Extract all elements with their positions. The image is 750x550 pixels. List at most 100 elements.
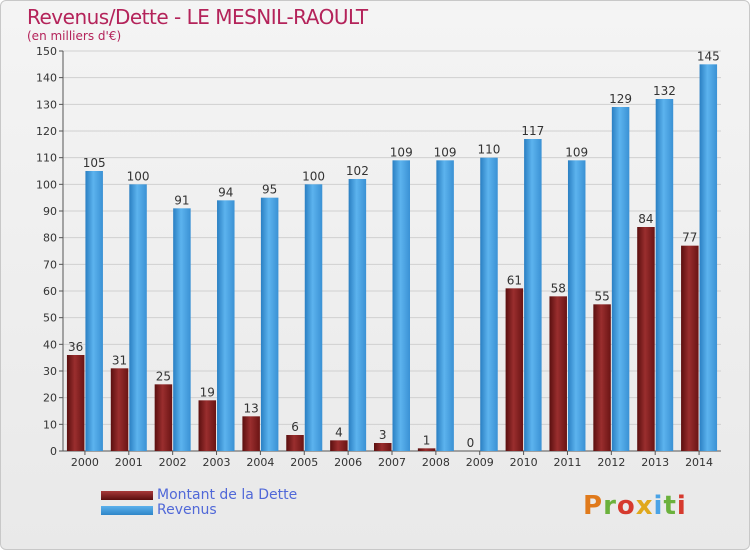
data-label-debt-2009: 0	[467, 436, 475, 450]
data-label-debt-2000: 36	[68, 340, 83, 354]
logo-letter: x	[635, 491, 654, 521]
x-tick-label: 2009	[466, 456, 494, 469]
x-tick-label: 2011	[553, 456, 581, 469]
bar-revenue-2003	[217, 200, 235, 451]
bars	[66, 64, 718, 452]
data-label-revenue-2001: 100	[127, 169, 150, 183]
data-label-revenue-2012: 129	[609, 92, 632, 106]
bar-debt-2005	[286, 435, 304, 451]
data-label-revenue-2008: 109	[434, 145, 457, 159]
y-tick-label: 40	[43, 338, 57, 351]
bar-revenue-2001	[129, 184, 147, 452]
x-tick-label: 2008	[422, 456, 450, 469]
bar-debt-2012	[593, 304, 611, 451]
proxiti-logo: Proxiti	[583, 491, 687, 521]
bar-debt-2002	[154, 384, 173, 451]
bar-debt-2013	[637, 227, 655, 451]
y-tick-label: 80	[43, 232, 57, 245]
logo-letter: i	[676, 491, 687, 521]
y-tick-label: 140	[36, 72, 57, 85]
legend-item-revenue: Revenus	[101, 503, 217, 517]
y-tick-label: 130	[36, 98, 57, 111]
x-tick-label: 2002	[159, 456, 187, 469]
data-label-debt-2007: 3	[379, 428, 387, 442]
y-tick-label: 70	[43, 258, 57, 271]
data-label-revenue-2002: 91	[174, 193, 189, 207]
data-label-debt-2005: 6	[291, 420, 299, 434]
bar-revenue-2002	[173, 208, 191, 451]
legend-swatch-debt	[101, 490, 153, 500]
bar-debt-2004	[242, 416, 260, 451]
data-label-revenue-2014: 145	[697, 49, 720, 63]
bar-debt-2011	[549, 296, 567, 451]
data-label-revenue-2013: 132	[653, 84, 676, 98]
data-label-debt-2014: 77	[682, 231, 697, 245]
y-tick-label: 10	[43, 418, 57, 431]
legend-label-debt: Montant de la Dette	[157, 487, 298, 503]
bar-revenue-2009	[480, 157, 498, 451]
bar-debt-2014	[681, 245, 699, 451]
chart-title: Revenus/Dette - LE MESNIL-RAOULT	[27, 5, 368, 29]
data-label-revenue-2005: 100	[302, 169, 325, 183]
x-tick-label: 2005	[290, 456, 318, 469]
data-label-revenue-2000: 105	[83, 156, 106, 170]
y-tick-label: 0	[50, 445, 57, 458]
bar-debt-2001	[110, 368, 129, 451]
logo-letter: i	[653, 491, 664, 521]
y-tick-label: 150	[36, 45, 57, 58]
logo-letter: t	[663, 491, 677, 521]
x-tick-label: 2000	[71, 456, 99, 469]
y-tick-label: 20	[43, 392, 57, 405]
data-label-revenue-2003: 94	[218, 185, 233, 199]
value-labels: 36 105 31 100 25 91 19 94 13 95 6 100 4 102 3 109 1 109 0 1…	[68, 49, 720, 450]
y-tick-label: 50	[43, 312, 57, 325]
data-label-debt-2002: 25	[156, 369, 171, 383]
x-tick-label: 2007	[378, 456, 406, 469]
x-tick-label: 2006	[334, 456, 362, 469]
data-label-debt-2008: 1	[423, 433, 431, 447]
data-label-revenue-2010: 117	[521, 124, 544, 138]
bar-revenue-2006	[348, 179, 367, 451]
data-label-debt-2013: 84	[638, 212, 653, 226]
logo-letter: o	[616, 491, 636, 521]
y-tick-label: 100	[36, 178, 57, 191]
data-label-debt-2004: 13	[244, 401, 259, 415]
y-tick-label: 110	[36, 152, 57, 165]
bar-debt-2003	[198, 400, 217, 451]
bar-revenue-2010	[524, 139, 542, 451]
x-tick-label: 2010	[510, 456, 538, 469]
y-tick-label: 30	[43, 365, 57, 378]
data-label-debt-2010: 61	[507, 273, 522, 287]
bar-debt-2008	[417, 448, 436, 451]
data-label-revenue-2006: 102	[346, 164, 369, 178]
data-label-debt-2011: 58	[551, 281, 566, 295]
legend-label-revenue: Revenus	[157, 502, 217, 518]
bar-revenue-2011	[567, 160, 586, 452]
data-label-revenue-2009: 110	[478, 143, 501, 157]
bar-revenue-2014	[699, 64, 718, 452]
data-label-debt-2001: 31	[112, 353, 127, 367]
logo-letter: P	[583, 491, 604, 521]
x-tick-label: 2012	[597, 456, 625, 469]
bar-debt-2007	[374, 443, 392, 451]
y-tick-label: 120	[36, 125, 57, 138]
data-label-revenue-2004: 95	[262, 183, 277, 197]
bar-debt-2006	[330, 440, 348, 451]
legend-swatch-revenue	[101, 505, 153, 515]
bar-revenue-2008	[436, 160, 454, 452]
y-tick-label: 60	[43, 285, 57, 298]
data-label-debt-2012: 55	[594, 289, 609, 303]
axes: 0102030405060708090100110120130140150200…	[36, 45, 721, 469]
x-tick-label: 2013	[641, 456, 669, 469]
chart-subtitle: (en milliers d'€)	[27, 29, 122, 43]
bar-debt-2010	[505, 288, 524, 451]
bar-debt-2000	[66, 355, 85, 451]
logo-letter: r	[603, 491, 617, 521]
x-tick-label: 2003	[203, 456, 231, 469]
y-tick-label: 90	[43, 205, 57, 218]
bar-revenue-2007	[392, 160, 410, 452]
data-label-debt-2006: 4	[335, 425, 343, 439]
bar-revenue-2000	[85, 171, 103, 451]
